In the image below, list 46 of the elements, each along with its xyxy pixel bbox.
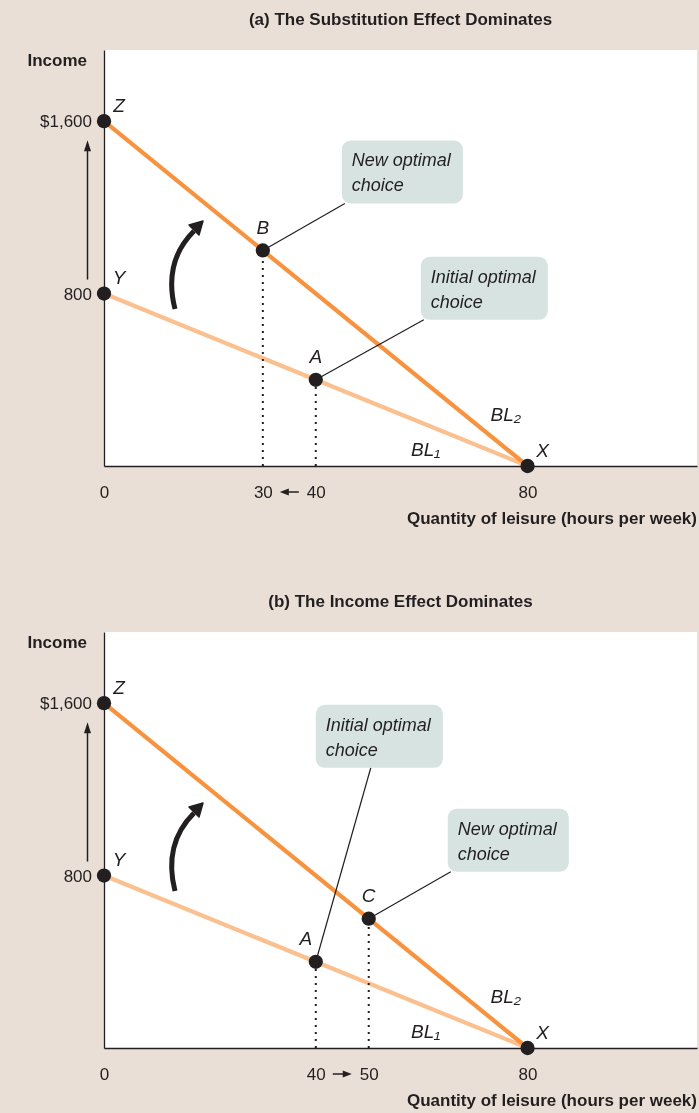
annotation: New optimal choice [457,818,558,864]
point [96,114,112,129]
annotation: C [361,885,376,907]
annotation: X [535,1021,551,1043]
x-tick-label: 0 [99,1065,110,1085]
annotation: New optimal choice [351,150,452,196]
series-label: BL₁ [411,439,441,461]
point [308,954,323,969]
x-tick-label: 40 [306,1065,326,1085]
y-axis-title: Income [27,633,87,652]
x-axis-title: Quantity of leisure (hours per week) [406,1091,697,1110]
point [520,1040,535,1056]
annotation: B [256,217,270,239]
y-tick-label: $1,600 [40,112,92,132]
y-tick-label: 800 [63,284,92,304]
chart-title: (b) The Income Effect Dominates [268,592,533,611]
x-tick-label: 40 [306,483,326,503]
annotation: A [308,346,323,368]
annotation: Initial optimal choice [325,714,432,760]
point [96,868,112,883]
chart-title: (a) The Substitution Effect Dominates [248,10,553,29]
x-tick-label: 80 [518,483,538,503]
point [96,286,112,301]
annotation: X [535,439,551,461]
point [96,696,112,711]
y-tick-label: $1,600 [40,694,92,714]
series-label: BL₁ [411,1021,441,1043]
x-tick-label: 0 [99,483,110,503]
point [361,911,376,926]
x-tick-label: 50 [359,1065,379,1085]
point [520,458,535,474]
x-axis-title: Quantity of leisure (hours per week) [406,509,697,528]
x-tick-label: 30 [253,483,273,503]
annotation: Z [112,676,127,698]
y-axis-title: Income [27,51,87,70]
point [308,372,323,387]
x-tick-label: 80 [518,1065,538,1085]
annotation: A [298,928,313,950]
series-label: BL₂ [490,986,522,1008]
annotation: Z [112,94,127,116]
series-label: BL₂ [490,404,522,426]
y-tick-label: 800 [63,866,92,886]
annotation: Initial optimal choice [430,266,537,312]
annotation: Y [112,849,127,871]
point [255,243,270,258]
annotation: Y [112,267,127,289]
